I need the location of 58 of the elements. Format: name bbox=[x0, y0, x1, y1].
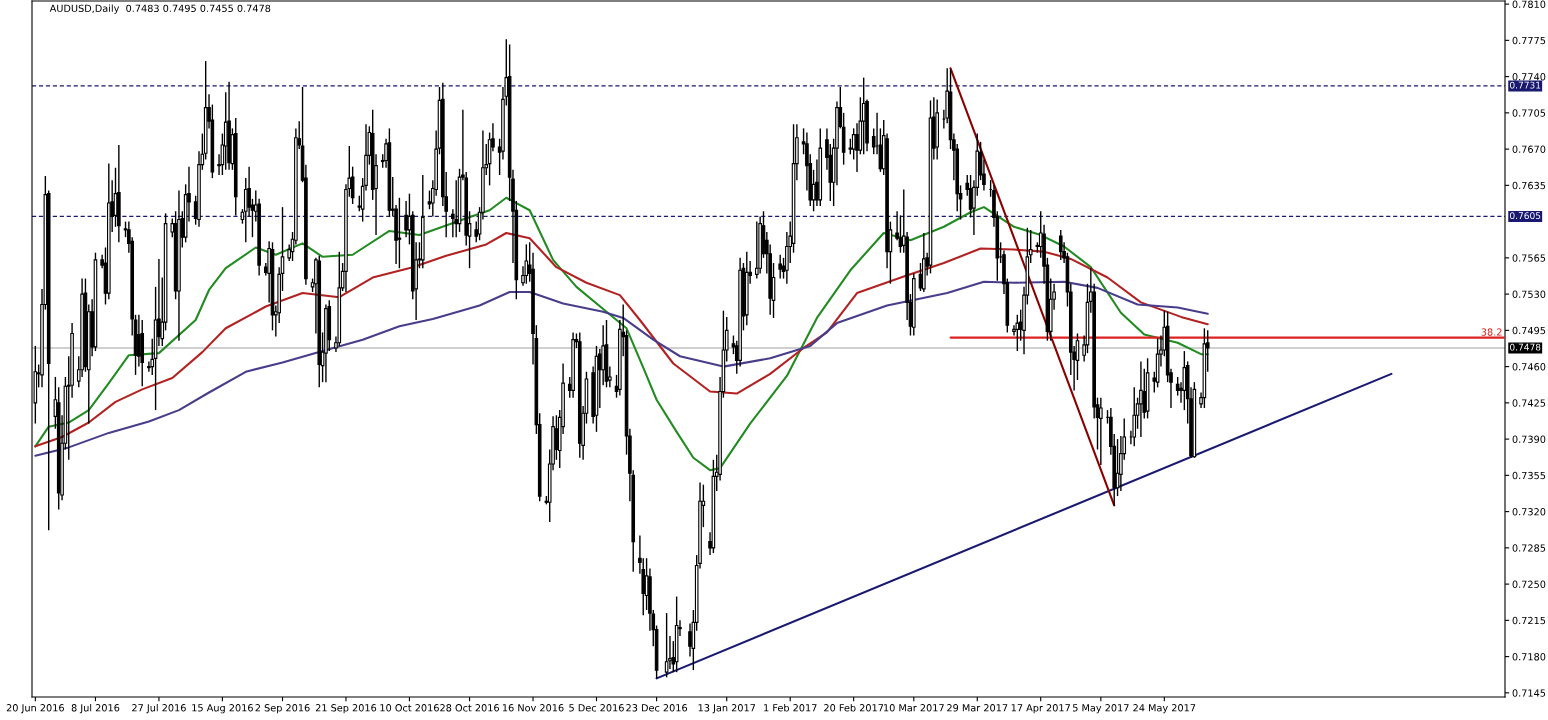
x-tick-label: 2 Sep 2016 bbox=[255, 704, 310, 714]
x-tick-label: 1 Feb 2017 bbox=[764, 703, 817, 712]
x-tick-label: 15 Aug 2016 bbox=[192, 704, 253, 714]
candlestick bbox=[454, 179, 459, 238]
y-tick-label: 0.7495 bbox=[1512, 326, 1546, 335]
y-tick-label: 0.7145 bbox=[1512, 689, 1546, 697]
ref-line-label: 0.7478 bbox=[1510, 343, 1541, 351]
x-tick-label: 8 Jul 2016 bbox=[71, 703, 120, 714]
y-tick-label: 0.7355 bbox=[1512, 471, 1546, 480]
candlestick bbox=[1139, 360, 1143, 438]
line-series bbox=[34, 231, 1209, 448]
candlestick bbox=[755, 220, 759, 280]
x-tick-label: 5 Dec 2016 bbox=[569, 704, 624, 712]
candlestick bbox=[1058, 229, 1063, 261]
chart-title: AUDUSD,Daily 0.7483 0.7495 0.7455 0.7478 bbox=[49, 4, 271, 14]
x-tick-label: 20 Feb 2017 bbox=[824, 703, 884, 712]
candlestick bbox=[1132, 386, 1137, 448]
x-tick-label: 10 Oct 2016 bbox=[380, 704, 439, 712]
x-tick-label: 23 Dec 2016 bbox=[626, 704, 688, 712]
x-tick-label: 24 May 2017 bbox=[1133, 704, 1196, 714]
candlestick bbox=[1182, 350, 1187, 411]
y-tick-label: 0.7810 bbox=[1512, 0, 1546, 8]
line-series bbox=[34, 280, 1209, 457]
y-tick-label: 0.7530 bbox=[1512, 290, 1546, 298]
candlestick bbox=[664, 612, 669, 679]
x-tick-label: 27 Jul 2016 bbox=[132, 703, 186, 714]
candlestick bbox=[554, 414, 559, 461]
y-tick-label: 0.7285 bbox=[1512, 544, 1546, 552]
line-series bbox=[34, 196, 1209, 472]
x-tick-label: 20 Jun 2016 bbox=[6, 704, 64, 714]
ref-line-label: 0.7731 bbox=[1510, 81, 1541, 89]
y-tick-label: 0.7740 bbox=[1512, 73, 1546, 81]
y-tick-label: 0.7390 bbox=[1512, 435, 1546, 443]
ref-line-label: 0.7605 bbox=[1510, 212, 1541, 220]
y-tick-label: 0.7565 bbox=[1512, 254, 1546, 262]
y-tick-label: 0.7250 bbox=[1512, 580, 1546, 588]
y-tick-label: 0.7705 bbox=[1512, 109, 1546, 117]
y-tick-label: 0.7460 bbox=[1512, 363, 1546, 371]
x-tick-label: 10 Mar 2017 bbox=[884, 704, 944, 712]
y-tick-label: 0.7180 bbox=[1512, 653, 1546, 661]
candlestick bbox=[1099, 396, 1103, 466]
candlestick bbox=[778, 254, 782, 280]
x-tick-label: 16 Nov 2016 bbox=[502, 704, 564, 712]
annotation: 38.2 bbox=[1481, 328, 1502, 336]
y-tick-label: 0.7775 bbox=[1512, 36, 1546, 45]
x-tick-label: 17 Apr 2017 bbox=[1011, 704, 1070, 714]
y-tick-label: 0.7425 bbox=[1512, 399, 1546, 407]
y-tick-label: 0.7320 bbox=[1512, 508, 1546, 516]
x-tick-label: 29 Mar 2017 bbox=[947, 704, 1008, 712]
x-tick-label: 5 May 2017 bbox=[1072, 704, 1129, 714]
x-tick-label: 21 Sep 2016 bbox=[315, 704, 377, 714]
y-tick-label: 0.7635 bbox=[1512, 181, 1546, 190]
x-tick-label: 28 Oct 2016 bbox=[440, 704, 499, 712]
candlestick bbox=[524, 243, 529, 285]
y-tick-label: 0.7670 bbox=[1512, 145, 1546, 153]
candlestick bbox=[1015, 314, 1020, 352]
x-tick-label: 13 Jan 2017 bbox=[698, 704, 756, 714]
y-tick-label: 0.7215 bbox=[1512, 616, 1546, 625]
